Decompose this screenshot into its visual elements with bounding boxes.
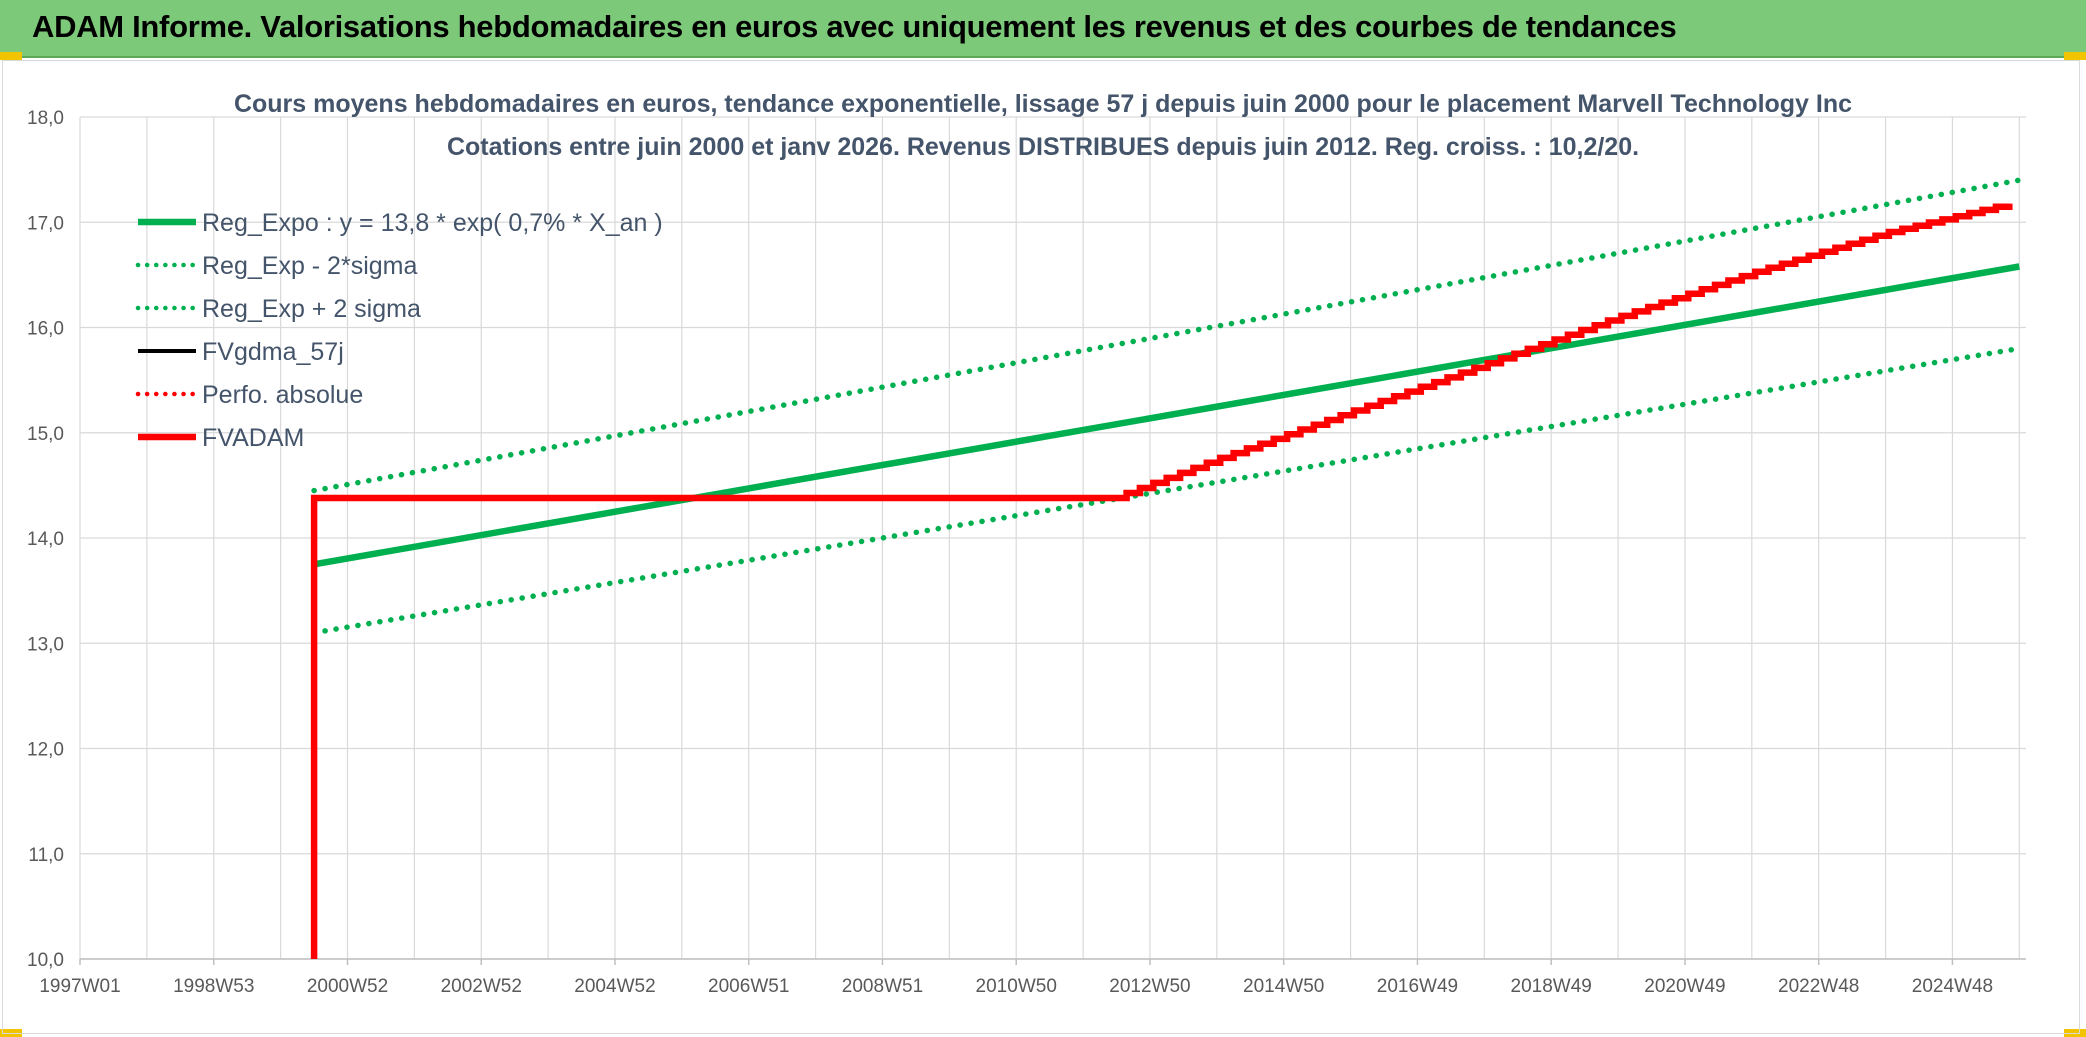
x-tick-label: 2020W49	[1644, 976, 1725, 997]
series-line	[313, 263, 2020, 568]
x-tick-label: 1997W01	[39, 976, 120, 997]
y-tick-label: 17,0	[27, 213, 64, 234]
x-tick-label: 2018W49	[1511, 976, 1592, 997]
legend-label: FVgdma_57j	[202, 338, 344, 366]
y-tick-label: 10,0	[27, 950, 64, 971]
legend-label: Reg_Exp - 2*sigma	[202, 252, 417, 280]
y-tick-label: 18,0	[27, 108, 64, 129]
legend-label: Perfo. absolue	[202, 381, 363, 409]
grid-layer: 10,0 11,0 12,0 13,0 14,0 15,0 16,0 17,0 18,0 1997…	[27, 108, 2026, 997]
y-tick-label: 15,0	[27, 424, 64, 445]
x-tick-label: 2012W50	[1109, 976, 1190, 997]
y-tick-label: 14,0	[27, 529, 64, 550]
x-tick-label: 2010W50	[976, 976, 1057, 997]
series-line	[311, 177, 2023, 494]
x-tick-label: 2008W51	[842, 976, 923, 997]
chart-subtitle: Cotations entre juin 2000 et janv 2026. …	[447, 133, 1639, 161]
x-tick-label: 2014W50	[1243, 976, 1324, 997]
x-tick-label: 2016W49	[1377, 976, 1458, 997]
chart-title: Cours moyens hebdomadaires en euros, ten…	[234, 90, 1852, 118]
series-line	[310, 203, 2013, 959]
report-banner: ADAM Informe. Valorisations hebdomadaire…	[0, 0, 2086, 58]
legend-label: Reg_Exp + 2 sigma	[202, 295, 421, 323]
series-layer	[310, 177, 2023, 959]
x-tick-label: 2006W51	[708, 976, 789, 997]
y-tick-label: 16,0	[27, 319, 64, 340]
series-line	[311, 345, 2023, 636]
x-tick-label: 2002W52	[441, 976, 522, 997]
x-tick-label: 1998W53	[173, 976, 254, 997]
legend-label: FVADAM	[202, 424, 304, 452]
y-tick-label: 11,0	[28, 845, 64, 866]
y-tick-label: 13,0	[27, 634, 64, 655]
x-tick-label: 2000W52	[307, 976, 388, 997]
chart-legend: Reg_Expo : y = 13,8 * exp( 0,7% * X_an )…	[135, 209, 663, 452]
chart-area	[2, 60, 2080, 1034]
x-tick-label: 2024W48	[1912, 976, 1993, 997]
corner-marker	[2064, 52, 2086, 60]
corner-marker	[0, 52, 22, 60]
x-tick-label: 2022W48	[1778, 976, 1859, 997]
y-tick-label: 12,0	[27, 740, 64, 761]
report-title: ADAM Informe. Valorisations hebdomadaire…	[32, 9, 1677, 44]
x-tick-label: 2004W52	[574, 976, 655, 997]
legend-label: Reg_Expo : y = 13,8 * exp( 0,7% * X_an )	[202, 209, 663, 237]
